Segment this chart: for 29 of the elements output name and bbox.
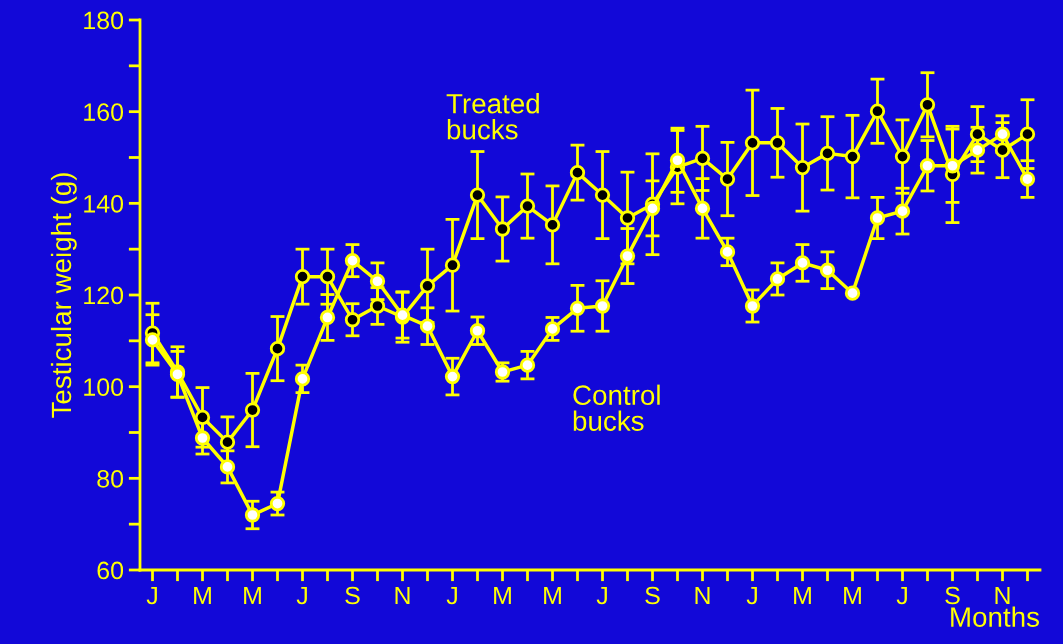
x-tick-label: N (395, 586, 410, 605)
y-tick-label: 80 (97, 469, 124, 488)
x-tick-label: N (995, 586, 1010, 605)
x-tick-label: S (345, 586, 360, 605)
x-tick-label: S (645, 586, 660, 605)
x-tick-label: J (296, 586, 307, 605)
x-tick-label: J (896, 586, 907, 605)
series-label: Control bucks (573, 384, 660, 431)
x-tick-label: J (446, 586, 457, 605)
y-tick-label: 160 (84, 103, 124, 121)
x-tick-label: M (844, 586, 861, 605)
y-tick-label: 140 (84, 194, 124, 213)
y-tick-label: 180 (84, 11, 124, 30)
x-tick-label: S (945, 586, 960, 605)
x-tick-label: N (695, 586, 710, 605)
x-tick-label: M (794, 586, 811, 605)
x-tick-label: M (494, 586, 511, 605)
y-tick-label: 120 (84, 286, 124, 305)
x-tick-label: M (244, 586, 261, 605)
y-tick-label: 100 (84, 378, 124, 396)
x-tick-label: J (146, 586, 157, 605)
x-tick-label: J (746, 586, 757, 605)
x-tick-label: M (194, 586, 211, 605)
x-tick-label: M (544, 586, 561, 605)
x-axis-title: Months (951, 606, 1039, 627)
series-label: Treated bucks (446, 93, 539, 140)
x-tick-label: J (596, 586, 607, 605)
y-axis-title: Testicular weight (g) (50, 173, 77, 418)
y-tick-label: 60 (97, 561, 124, 580)
